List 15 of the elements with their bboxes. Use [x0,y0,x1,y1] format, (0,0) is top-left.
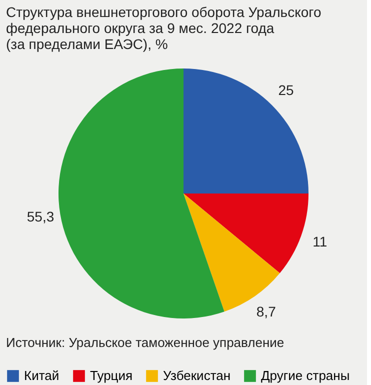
legend-label: Китай [24,368,60,383]
text: Структура внешнеторгового оборота Уральского [6,4,322,20]
data-label: 25 [278,82,294,98]
pie-slice [184,194,308,274]
legend-label: Узбекистан [163,368,231,383]
text: Источник: Уральское таможенное управление [6,335,284,350]
data-label: 11 [312,234,328,250]
legend-label: Турция [90,368,133,383]
text: федерального округа за 9 мес. 2022 года [6,20,274,36]
pie-slice [184,68,308,194]
data-label: 55,3 [26,208,54,225]
data-label: 8,7 [256,304,276,320]
pie-slice [58,68,224,318]
legend-label: Другие страны [261,368,350,383]
text: (за пределами ЕАЭС), % [6,36,168,52]
